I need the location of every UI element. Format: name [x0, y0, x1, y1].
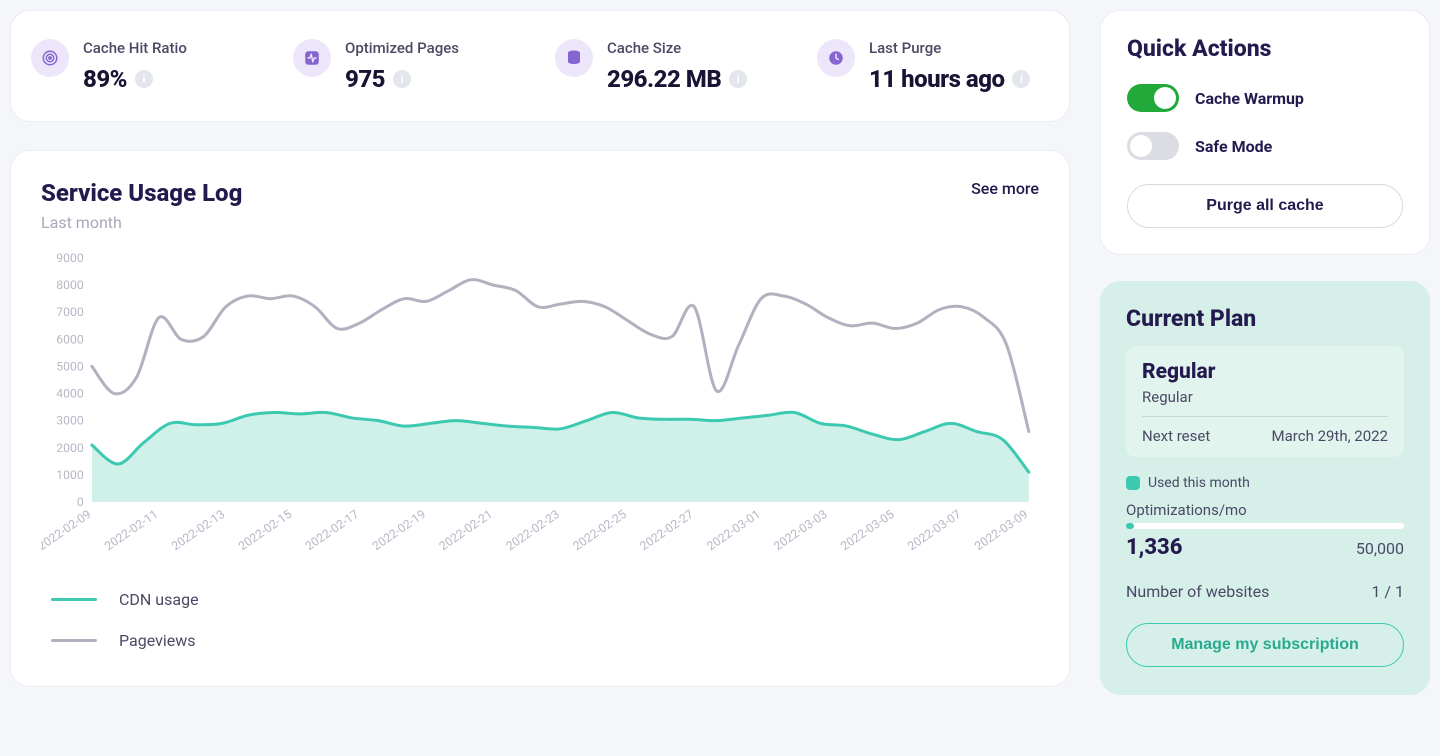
svg-text:2022-02-17: 2022-02-17	[303, 507, 362, 552]
stat-label: Last Purge	[869, 39, 1030, 57]
stat-value: 89%	[83, 65, 127, 93]
legend-item: CDN usage	[51, 590, 1039, 609]
see-more-link[interactable]: See more	[971, 179, 1039, 198]
plan-title: Current Plan	[1126, 305, 1404, 332]
quick-actions-card: Quick Actions Cache Warmup Safe Mode Purg…	[1100, 10, 1430, 255]
usage-chart-card: Service Usage Log See more Last month 0 1…	[10, 150, 1070, 687]
stat-activity: Optimized Pages 975 i	[283, 39, 535, 93]
legend-swatch	[51, 598, 97, 601]
chart-area: 0 1000 2000 3000 4000 5000 6000 7000 8000 9000 202…	[41, 252, 1039, 552]
info-icon[interactable]: i	[729, 70, 747, 88]
chart-title: Service Usage Log	[41, 179, 242, 207]
quick-actions-title: Quick Actions	[1127, 35, 1403, 62]
legend-swatch	[51, 639, 97, 642]
websites-label: Number of websites	[1126, 582, 1269, 601]
stat-database: Cache Size 296.22 MB i	[545, 39, 797, 93]
optimizations-total: 50,000	[1356, 539, 1404, 558]
svg-text:2022-03-05: 2022-03-05	[838, 507, 897, 552]
info-icon[interactable]: i	[393, 70, 411, 88]
used-label: Used this month	[1148, 475, 1250, 491]
activity-icon	[293, 39, 331, 77]
chart-legend: CDN usage Pageviews	[41, 590, 1039, 650]
optimizations-used: 1,336	[1126, 535, 1182, 560]
stat-label: Cache Size	[607, 39, 747, 57]
toggle-safe-mode[interactable]	[1127, 132, 1179, 160]
svg-text:2022-03-07: 2022-03-07	[905, 507, 964, 552]
legend-label: Pageviews	[119, 631, 195, 650]
svg-text:2022-02-11: 2022-02-11	[102, 507, 161, 552]
svg-text:2022-02-27: 2022-02-27	[637, 507, 696, 552]
svg-text:5000: 5000	[56, 360, 84, 374]
svg-text:9000: 9000	[56, 252, 84, 265]
svg-text:2022-02-09: 2022-02-09	[41, 507, 94, 552]
websites-value: 1 / 1	[1371, 582, 1404, 601]
used-this-month-row: Used this month	[1126, 475, 1404, 491]
stats-card: Cache Hit Ratio89%iOptimized Pages975iCa…	[10, 10, 1070, 122]
stat-value: 11 hours ago	[869, 65, 1004, 93]
legend-label: CDN usage	[119, 590, 199, 609]
toggle-label: Cache Warmup	[1195, 89, 1304, 108]
info-icon[interactable]: i	[1012, 70, 1030, 88]
stat-clock: Last Purge 11 hours ago i	[807, 39, 1059, 93]
svg-text:2022-02-13: 2022-02-13	[169, 507, 228, 552]
svg-text:1000: 1000	[56, 468, 84, 482]
optimizations-bar	[1126, 523, 1404, 529]
stat-value: 975	[345, 65, 385, 93]
svg-text:2022-02-25: 2022-02-25	[570, 507, 629, 552]
svg-text:2022-03-03: 2022-03-03	[771, 507, 830, 552]
plan-sub: Regular	[1142, 388, 1388, 406]
toggle-label: Safe Mode	[1195, 137, 1272, 156]
svg-text:3000: 3000	[56, 414, 84, 428]
manage-subscription-button[interactable]: Manage my subscription	[1126, 623, 1404, 667]
stat-target: Cache Hit Ratio 89% i	[21, 39, 273, 93]
target-icon	[31, 39, 69, 77]
stat-label: Optimized Pages	[345, 39, 459, 57]
svg-text:2022-02-15: 2022-02-15	[236, 507, 295, 552]
database-icon	[555, 39, 593, 77]
svg-text:2022-03-01: 2022-03-01	[704, 507, 763, 552]
svg-text:2022-03-09: 2022-03-09	[972, 507, 1031, 552]
svg-text:8000: 8000	[56, 278, 84, 292]
toggle-row-cache-warmup: Cache Warmup	[1127, 84, 1403, 112]
legend-item: Pageviews	[51, 631, 1039, 650]
chart-subtitle: Last month	[41, 213, 1039, 232]
svg-text:2022-02-21: 2022-02-21	[437, 507, 496, 552]
svg-text:2022-02-23: 2022-02-23	[503, 507, 562, 552]
next-reset-label: Next reset	[1142, 427, 1210, 445]
next-reset-value: March 29th, 2022	[1272, 427, 1388, 445]
plan-summary-box: Regular Regular Next reset March 29th, 2…	[1126, 346, 1404, 457]
svg-text:6000: 6000	[56, 332, 84, 346]
svg-text:2000: 2000	[56, 441, 84, 455]
svg-text:2022-02-19: 2022-02-19	[370, 507, 429, 552]
toggle-cache-warmup[interactable]	[1127, 84, 1179, 112]
stat-value: 296.22 MB	[607, 65, 721, 93]
svg-text:7000: 7000	[56, 305, 84, 319]
purge-cache-button[interactable]: Purge all cache	[1127, 184, 1403, 228]
info-icon[interactable]: i	[135, 70, 153, 88]
optimizations-label: Optimizations/mo	[1126, 501, 1404, 519]
svg-text:0: 0	[77, 495, 84, 509]
stat-label: Cache Hit Ratio	[83, 39, 187, 57]
svg-text:4000: 4000	[56, 387, 84, 401]
clock-icon	[817, 39, 855, 77]
used-swatch	[1126, 476, 1140, 490]
current-plan-card: Current Plan Regular Regular Next reset …	[1100, 281, 1430, 695]
plan-name: Regular	[1142, 360, 1388, 384]
toggle-row-safe-mode: Safe Mode	[1127, 132, 1403, 160]
